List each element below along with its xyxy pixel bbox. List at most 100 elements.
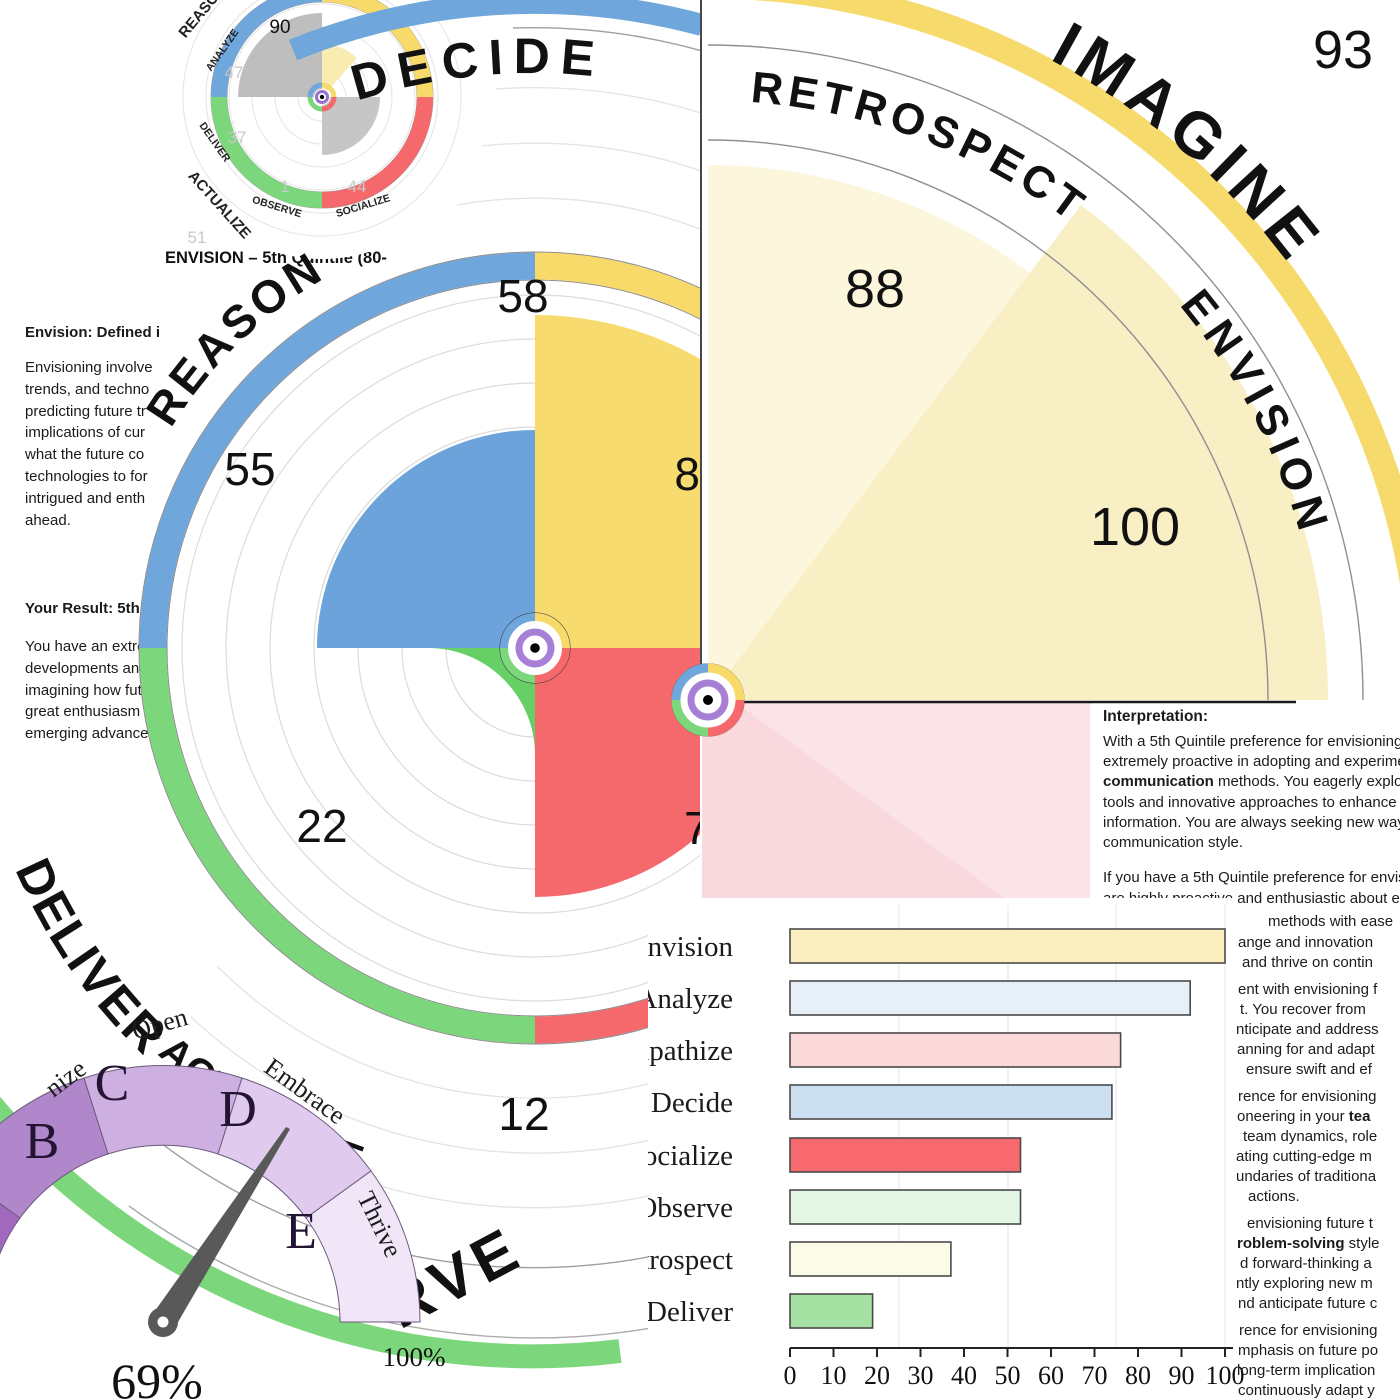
bar-decide <box>789 1084 1113 1120</box>
blue-outer-arc <box>288 0 705 61</box>
tick-80: 80 <box>1125 1361 1151 1390</box>
result-heading-wrap: Your Result: 5th Q <box>25 598 168 620</box>
small-value-37: 37 <box>228 128 247 147</box>
retrospect-wedge <box>708 165 1030 700</box>
text-fragment: roblem-solving style <box>1237 1235 1380 1252</box>
envision-value: 100 <box>1090 497 1180 557</box>
gray-quadrant-bottom-right <box>322 97 380 155</box>
text-line: If you have a 5th Quintile preference fo… <box>1103 869 1400 886</box>
text-fragment: oneering in your tea <box>1237 1108 1370 1125</box>
text-fragment: methods with ease <box>1268 913 1394 930</box>
text-fragment: ating cutting-edge m <box>1236 1148 1372 1165</box>
text-fragment: long-term implication <box>1237 1362 1376 1379</box>
bold-word: communication <box>1103 773 1214 790</box>
text-fragment: and thrive on contin <box>1242 954 1373 971</box>
text-fragment: d forward-thinking a <box>1240 1255 1372 1272</box>
bar-envision <box>789 928 1226 964</box>
gauge-letters: B C D E <box>25 1055 317 1260</box>
text-fragment: team dynamics, role <box>1243 1128 1378 1145</box>
text-fragment: nticipate and address <box>1236 1021 1379 1038</box>
small-value-47: 47 <box>225 63 244 82</box>
top-value-58: 58 <box>497 270 548 322</box>
gray-quadrant-top-left <box>238 13 322 97</box>
text-line: extremely proactive in adopting and expe… <box>1103 753 1400 770</box>
bar-label-decide: Decide <box>651 1087 733 1119</box>
text-line: implications of cur <box>25 424 146 442</box>
bar-labels: Envision Analyze Empathize Decide Social… <box>609 931 734 1328</box>
small-bullseye <box>307 82 337 112</box>
bar-label-retrospect: Retrospect <box>609 1244 733 1276</box>
small-value-44: 44 <box>348 177 367 196</box>
yellow-wedge <box>322 44 357 97</box>
text-fragment: undaries of traditiona <box>1236 1168 1377 1185</box>
envision-wedge <box>708 205 1328 700</box>
definition-heading: Envision: Defined i <box>25 324 161 341</box>
text-fragment: ensure swift and ef <box>1246 1061 1372 1078</box>
envision-definition-panel: Envision: Defined i <box>25 322 168 344</box>
text-fragment: ange and innovation <box>1238 934 1374 951</box>
bar-empathize <box>789 1032 1122 1068</box>
text-fragment: envisioning future t <box>1247 1215 1373 1232</box>
text-line: what the future co <box>25 446 145 464</box>
text-line: Envisioning involve <box>25 359 153 376</box>
medium-bullseye <box>499 612 571 684</box>
reason-value: 55 <box>224 443 275 495</box>
tick-40: 40 <box>951 1361 977 1390</box>
text-line: You have an extre <box>25 638 146 655</box>
text-fragment: actions. <box>1248 1188 1300 1205</box>
gauge-needle <box>148 1127 290 1337</box>
text-line: tools and innovative approaches to enhan… <box>1103 794 1400 811</box>
text-line: predicting future tr <box>25 402 146 420</box>
actualize-value: 22 <box>296 800 347 852</box>
bar-axis <box>789 1347 1233 1357</box>
tick-50: 50 <box>995 1361 1021 1390</box>
bar-axis-ticks: 0 10 20 30 40 50 60 70 80 90 100 <box>784 1361 1245 1390</box>
text-line: information. You are always seeking new … <box>1103 814 1400 831</box>
small-value-1: 1 <box>280 177 289 196</box>
gauge-segments <box>0 1065 421 1323</box>
text-line: ahead. <box>25 511 71 529</box>
result-paragraph: You have an extre developments and imagi… <box>25 636 168 745</box>
outer-value-12: 12 <box>498 1088 549 1140</box>
text-line: communication methods. You eagerly explo… <box>1103 773 1400 790</box>
text-fragment: t. You recover from <box>1240 1001 1366 1018</box>
big-band-outer-arc <box>707 44 1364 701</box>
text-line: emerging advance <box>25 725 149 743</box>
text-fragment: ent with envisioning f <box>1238 981 1378 998</box>
text-line: intrigued and enth <box>25 489 146 507</box>
tick-20: 20 <box>864 1361 890 1390</box>
interpretation-heading: Interpretation: <box>1103 708 1209 725</box>
bar-retrospect <box>789 1241 952 1277</box>
small-value-90: 90 <box>269 17 290 38</box>
bar-label-envision: Envision <box>630 931 734 963</box>
gauge-letter-e: E <box>285 1203 317 1260</box>
bar-analyze <box>789 980 1192 1016</box>
gauge-segment-e <box>305 1170 421 1323</box>
result-heading: Your Result: 5th Q <box>25 600 156 617</box>
definition-paragraph: Envisioning involve trends, and techno p… <box>25 357 168 531</box>
text-line: trends, and techno <box>25 380 150 398</box>
text-line: technologies to for <box>25 467 148 485</box>
gauge-label-open: Open <box>129 1002 191 1045</box>
bar-observe <box>789 1189 1022 1225</box>
gauge-max-label: 100% <box>383 1342 446 1372</box>
text-fragment: rence for envisioning <box>1239 1322 1378 1339</box>
bold-word: roblem-solving <box>1237 1235 1345 1252</box>
imagine-value: 93 <box>1313 20 1373 80</box>
text-span: oneering in your <box>1237 1108 1349 1125</box>
actualize-quadrant-fill <box>428 648 535 755</box>
text-fragment: ntly exploring new m <box>1236 1275 1373 1292</box>
decide-value-partial: 8 <box>674 448 700 500</box>
bar-socialize <box>789 1137 1022 1173</box>
reason-quadrant-fill <box>317 430 535 648</box>
tick-90: 90 <box>1169 1361 1195 1390</box>
text-span: methods. You eagerly explore <box>1213 773 1400 790</box>
retrospect-value: 88 <box>845 259 905 319</box>
text-line: great enthusiasm i <box>25 703 148 721</box>
text-span: style <box>1344 1235 1380 1252</box>
bar-label-deliver: Deliver <box>646 1296 733 1328</box>
text-line: With a 5th Quintile preference for envis… <box>1103 733 1400 750</box>
text-line: imagining how futu <box>25 681 151 699</box>
